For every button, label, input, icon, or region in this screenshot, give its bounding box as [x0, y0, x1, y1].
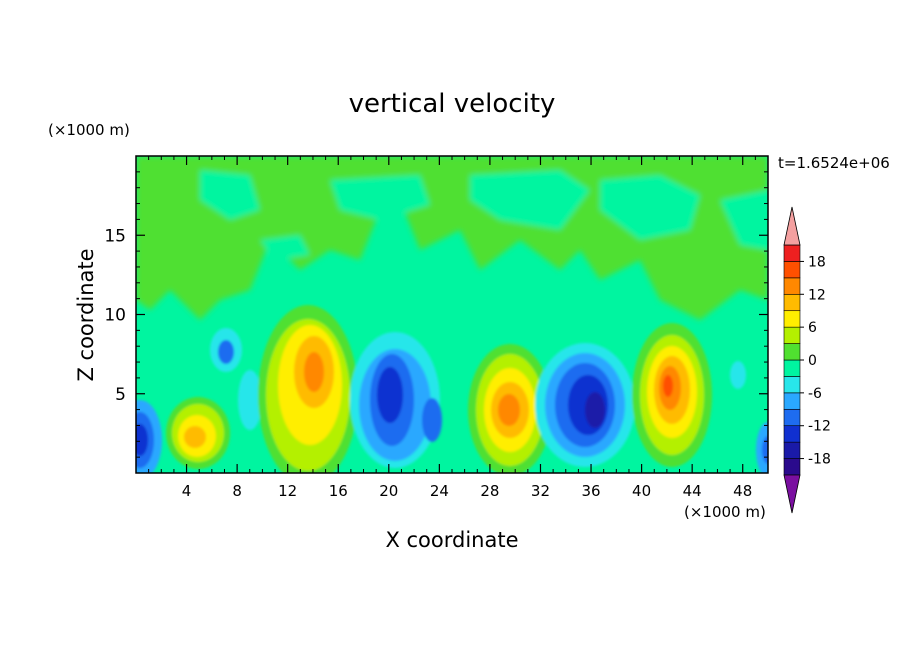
colorbar-box [783, 408, 801, 427]
colorbar-box [783, 441, 801, 459]
x-tick-label: 4 [182, 482, 192, 500]
x-tick-label: 36 [581, 482, 600, 500]
y-unit-label: (×1000 m) [48, 121, 130, 139]
colorbar-tick-label: 0 [808, 353, 817, 369]
upper-layer-field [136, 156, 768, 320]
colorbar-extend-min [783, 474, 801, 514]
x-tick-label: 32 [531, 482, 550, 500]
colorbar-box [783, 326, 801, 344]
colorbar-box [783, 277, 801, 295]
colorbar-box [783, 244, 801, 262]
x-axis: 4 8 12 16 20 24 28 32 36 40 44 48 [148, 156, 756, 500]
x-tick-label: 16 [329, 482, 348, 500]
colorbar: 18 12 6 0 -6 -12 -18 [783, 206, 831, 514]
colorbar-tick-label: -6 [808, 386, 822, 402]
x-unit-label: (×1000 m) [684, 503, 766, 521]
colorbar-tick-label: -18 [808, 452, 831, 468]
x-tick-label: 8 [232, 482, 242, 500]
convective-cells [136, 305, 768, 473]
colorbar-box [783, 458, 801, 476]
y-tick-label: 10 [104, 306, 126, 326]
x-tick-label: 20 [379, 482, 398, 500]
x-axis-label: X coordinate [385, 528, 518, 552]
y-axis: 5 10 15 [104, 171, 768, 458]
colorbar-box [783, 310, 801, 328]
colorbar-tick-label: 6 [808, 320, 817, 336]
chart-title: vertical velocity [349, 89, 556, 119]
colorbar-box [783, 293, 801, 312]
y-tick-label: 5 [115, 385, 126, 405]
x-tick-label: 40 [632, 482, 651, 500]
colorbar-box [783, 425, 801, 443]
colorbar-extend-max [783, 206, 801, 246]
x-tick-label: 24 [430, 482, 449, 500]
y-axis-label: Z coordinate [74, 248, 98, 381]
colorbar-box [783, 359, 801, 377]
colorbar-box [783, 261, 801, 279]
colorbar-box [783, 376, 801, 394]
x-tick-label: 44 [683, 482, 702, 500]
colorbar-box [783, 392, 801, 410]
x-tick-label: 28 [480, 482, 499, 500]
y-tick-label: 15 [104, 226, 126, 246]
plot-area [136, 156, 768, 473]
colorbar-tick-label: 12 [808, 287, 826, 303]
x-tick-label: 12 [278, 482, 297, 500]
x-tick-label: 48 [733, 482, 752, 500]
colorbar-box [783, 343, 801, 361]
colorbar-tick-label: -12 [808, 419, 831, 435]
time-label: t=1.6524e+06 [778, 154, 890, 172]
colorbar-tick-label: 18 [808, 254, 826, 270]
